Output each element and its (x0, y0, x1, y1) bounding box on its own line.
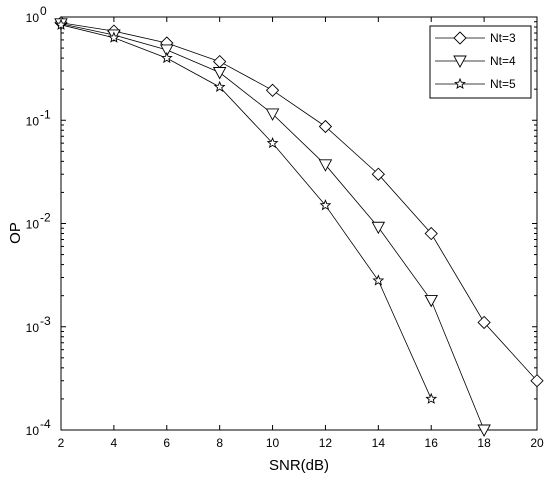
series-3 (55, 18, 438, 404)
data-point (266, 136, 279, 149)
data-point (265, 108, 280, 121)
legend-box (429, 25, 532, 99)
x-tick-label: 8 (216, 436, 223, 450)
data-point (371, 167, 385, 181)
x-tick-label: 2 (58, 436, 65, 450)
data-point (55, 18, 67, 30)
x-tick-label: 14 (372, 436, 386, 450)
y-tick-exponent: -1 (40, 107, 51, 121)
series-layer (54, 16, 544, 437)
y-tick-label: 10 (26, 11, 40, 25)
series-line (60, 24, 432, 400)
legend-marker (453, 55, 467, 68)
y-tick-label: 10 (26, 114, 40, 128)
x-tick-label: 18 (477, 436, 491, 450)
y-tick-exponent: 0 (40, 4, 47, 18)
data-point (424, 226, 438, 241)
x-tick-label: 4 (111, 436, 118, 450)
x-tick-label: 16 (425, 436, 439, 450)
y-axis-label: OP (7, 222, 24, 244)
x-tick-label: 6 (163, 436, 170, 450)
data-point (160, 51, 173, 64)
y-tick-label: 10 (26, 321, 40, 335)
data-point (212, 67, 227, 80)
legend-label: Nt=4 (490, 54, 516, 68)
data-point (477, 315, 491, 330)
data-point (372, 274, 385, 286)
data-point (477, 424, 491, 437)
legend-marker (453, 31, 467, 45)
legend-label: Nt=3 (490, 31, 516, 45)
data-point (371, 221, 386, 235)
x-tick-label: 20 (530, 436, 544, 450)
data-point (107, 31, 120, 43)
data-point (424, 294, 438, 308)
data-point (318, 119, 333, 134)
y-tick-label: 10 (26, 424, 40, 438)
series-line (60, 22, 538, 382)
data-point (425, 392, 438, 404)
data-point (318, 159, 333, 172)
data-point (265, 83, 280, 97)
data-point (319, 199, 332, 211)
data-point (530, 374, 544, 388)
y-tick-exponent: -2 (40, 211, 51, 225)
y-tick-label: 10 (26, 218, 40, 232)
y-tick-exponent: -4 (40, 417, 51, 431)
x-tick-label: 12 (319, 436, 333, 450)
legend-label: Nt=5 (490, 77, 516, 91)
x-tick-label: 10 (266, 436, 280, 450)
data-point (213, 80, 226, 93)
y-tick-exponent: -3 (40, 314, 51, 328)
legend: Nt=3 Nt=4 Nt=5 (429, 25, 532, 99)
x-axis-label: SNR(dB) (269, 457, 329, 474)
data-point (160, 44, 174, 57)
legend-marker (454, 77, 466, 90)
